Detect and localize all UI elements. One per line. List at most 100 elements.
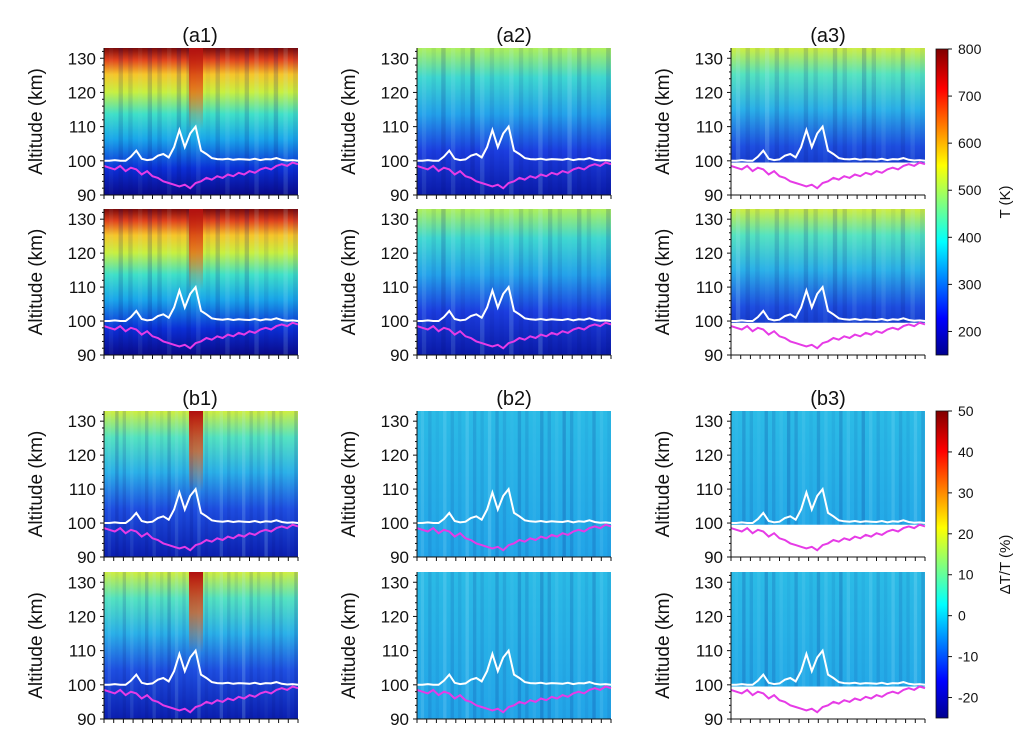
wave-stripe (271, 411, 276, 557)
wave-stripe (450, 572, 454, 719)
y-tick-label: 90 (704, 186, 723, 205)
wave-stripe (254, 209, 259, 355)
y-tick-label: 90 (77, 186, 96, 205)
wave-stripe (562, 411, 566, 557)
wave-stripe (757, 572, 761, 719)
wave-stripe (458, 411, 462, 557)
wave-stripe (182, 572, 186, 719)
wave-stripe (861, 48, 867, 195)
wave-stripe (286, 572, 291, 719)
y-tick-label: 90 (390, 346, 409, 365)
wave-stripe (528, 209, 533, 355)
wave-stripe (186, 48, 191, 195)
y-tick-label: 120 (695, 244, 723, 263)
wave-stripe (420, 411, 425, 557)
wave-stripe (293, 48, 298, 195)
wave-stripe (881, 48, 886, 195)
wave-stripe (794, 209, 799, 355)
wave-stripe (256, 572, 261, 719)
wave-stripe (174, 411, 179, 557)
colorbar-gradient (935, 410, 949, 719)
wave-stripe (176, 209, 182, 355)
wave-stripe (764, 209, 770, 355)
colorbar-tick-label: 500 (958, 182, 982, 198)
wave-stripe (204, 411, 209, 557)
y-tick-label: 110 (69, 642, 96, 661)
panel-a2-top: 90 100 110 120 130 Altitude (km) (339, 48, 612, 205)
colorbar-label: T (K) (997, 185, 1014, 218)
wave-stripe (107, 572, 112, 719)
wave-stripe (499, 209, 504, 355)
wave-stripe (772, 572, 776, 719)
y-tick-label: 110 (696, 118, 723, 137)
y-tick-label: 90 (704, 548, 723, 567)
wave-stripe (831, 572, 836, 719)
wave-stripe (264, 209, 269, 355)
wave-stripe (842, 209, 847, 355)
wave-stripe (823, 48, 828, 195)
wave-stripe (547, 209, 553, 355)
wave-stripe (152, 411, 156, 557)
wave-stripe (532, 411, 537, 557)
wave-stripe (431, 209, 436, 355)
colorbar-tick-label: 50 (958, 403, 974, 419)
heatmap-background (417, 48, 611, 195)
wave-stripe (227, 411, 231, 557)
y-tick-label: 130 (695, 49, 723, 68)
wave-stripe (742, 572, 746, 719)
wave-stripe (891, 209, 896, 355)
white-line (104, 124, 299, 162)
wave-stripe (215, 209, 220, 355)
wave-stripe (831, 411, 836, 557)
magenta-line (730, 161, 926, 190)
wave-stripe (557, 48, 563, 195)
y-tick-label: 130 (381, 412, 409, 431)
wave-stripe (293, 209, 298, 355)
y-tick-label: 110 (382, 278, 409, 297)
wave-stripe (906, 411, 910, 557)
wave-stripe (871, 209, 877, 355)
wave-stripe (854, 572, 858, 719)
white-line (731, 124, 926, 162)
wave-stripe (219, 411, 224, 557)
wave-stripe (510, 572, 514, 719)
magenta-line (416, 161, 612, 190)
colorbar-1: 200 300 400 500 600 700 800 T (K) (935, 41, 1014, 356)
wave-stripe (487, 411, 492, 557)
colorbar-tick-label: 800 (958, 41, 982, 57)
wave-stripe (159, 411, 164, 557)
wave-stripe (920, 48, 925, 195)
colorbar-tick-label: 300 (958, 276, 982, 292)
wave-stripe (734, 572, 739, 719)
wave-stripe (147, 48, 153, 195)
wave-stripe (567, 209, 572, 355)
wave-stripe (816, 572, 821, 719)
wave-stripe (584, 572, 589, 719)
colorbar-tick-label: 30 (958, 485, 974, 501)
wave-stripe (480, 572, 484, 719)
wave-stripe (518, 209, 524, 355)
wave-stripe (784, 209, 789, 355)
wave-stripe (813, 209, 818, 355)
wave-stripe (234, 48, 240, 195)
colorbar-tick-label: 10 (958, 567, 974, 583)
wave-stripe (480, 209, 485, 355)
wave-stripe (271, 572, 276, 719)
wave-stripe (883, 411, 888, 557)
wave-stripe (596, 48, 601, 195)
wave-stripe (742, 411, 746, 557)
wave-stripe (898, 572, 903, 719)
wave-stripe (472, 572, 477, 719)
wave-stripe (157, 209, 162, 355)
y-tick-label: 100 (695, 676, 723, 695)
wave-stripe (212, 411, 216, 557)
wave-stripe (749, 411, 754, 557)
y-tick-label: 120 (68, 244, 96, 263)
wave-stripe (502, 411, 507, 557)
panel-a3-bottom: 90 100 110 120 130 Altitude (km) (653, 209, 926, 365)
wave-stripe (420, 572, 425, 719)
wave-stripe (130, 572, 134, 719)
y-tick-label: 120 (695, 446, 723, 465)
hot-plume (189, 48, 203, 129)
